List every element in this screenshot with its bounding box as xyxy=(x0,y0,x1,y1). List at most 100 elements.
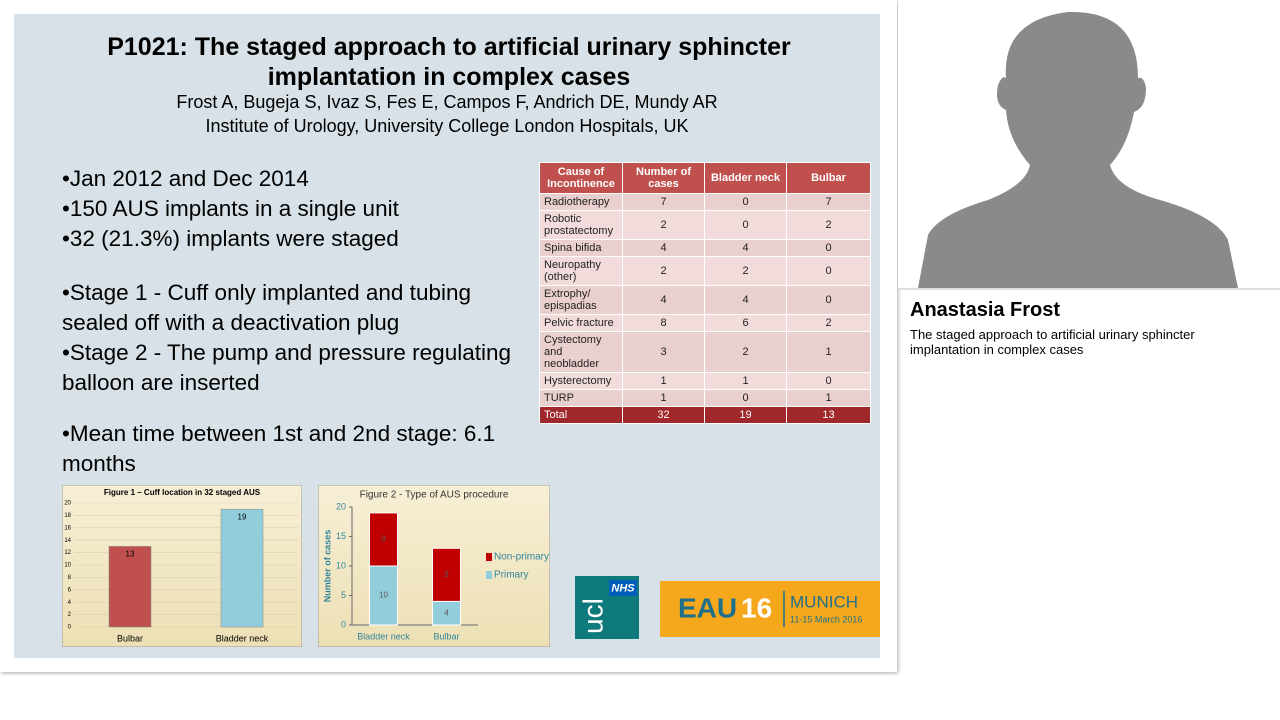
logo-dates: 11-15 March 2016 xyxy=(790,614,862,624)
table-cell: TURP xyxy=(539,389,623,407)
table-row: Hysterectomy 1 1 0 xyxy=(539,372,871,390)
legend-label: Primary xyxy=(494,570,528,581)
bar-segment xyxy=(432,547,461,602)
data-label: 19 xyxy=(238,512,247,521)
table-cell: 0 xyxy=(704,389,787,407)
bar xyxy=(220,508,264,628)
y-tick-label: 0 xyxy=(341,619,346,629)
legend-swatch xyxy=(486,571,492,579)
table-row: Spina bifida 4 4 0 xyxy=(539,239,871,257)
table-cell: 1 xyxy=(622,372,705,390)
logo-city: MUNICH xyxy=(790,592,858,611)
table-cell: 1 xyxy=(786,389,871,407)
talk-title: The staged approach to artificial urinar… xyxy=(910,327,1195,357)
table-cell: 4 xyxy=(622,239,705,257)
table-cell: 2 xyxy=(786,314,871,332)
y-tick-label: 4 xyxy=(68,600,72,606)
logo-text: EAU xyxy=(678,592,737,623)
bullet: Jan 2012 and Dec 2014 xyxy=(62,164,532,194)
y-tick-label: 0 xyxy=(68,625,72,631)
y-tick-label: 6 xyxy=(68,587,72,593)
table-cell: Spina bifida xyxy=(539,239,623,257)
table-row: Cystectomy and neobladder 3 2 1 xyxy=(539,331,871,373)
bullet-group: Jan 2012 and Dec 2014 150 AUS implants i… xyxy=(62,164,532,254)
bullet-group: Mean time between 1st and 2nd stage: 6.1… xyxy=(62,419,532,479)
figure-2: Figure 2 - Type of AUS procedure Number … xyxy=(318,485,550,647)
table-cell: Pelvic fracture xyxy=(539,314,623,332)
bar-segment xyxy=(369,512,398,567)
y-tick-label: 10 xyxy=(336,560,346,570)
table-cell: 2 xyxy=(786,210,871,240)
bullet: Stage 2 - The pump and pressure regulati… xyxy=(62,338,532,398)
x-tick-label: Bladder neck xyxy=(216,633,269,643)
y-tick-label: 2 xyxy=(68,612,72,618)
speaker-name: Anastasia Frost xyxy=(910,299,1061,321)
y-tick-label: 8 xyxy=(68,575,72,581)
figure-title: Figure 2 - Type of AUS procedure xyxy=(360,490,509,501)
figure-background xyxy=(62,485,302,647)
table-cell: 1 xyxy=(786,331,871,373)
legend-swatch xyxy=(486,553,492,561)
bullet: Stage 1 - Cuff only implanted and tubing… xyxy=(62,278,532,338)
data-label: 4 xyxy=(444,608,449,617)
table-cell: 4 xyxy=(704,285,787,315)
table-cell: 0 xyxy=(786,285,871,315)
table-cell: 0 xyxy=(786,239,871,257)
logo-edition: 16 xyxy=(741,592,772,623)
bar-segment xyxy=(369,565,398,626)
table-cell: 2 xyxy=(704,331,787,373)
x-tick-label: Bulbar xyxy=(117,633,143,643)
y-tick-label: 15 xyxy=(336,531,346,541)
table-cell: 32 xyxy=(622,406,705,424)
table-row: Extrophy/ epispadias 4 4 0 xyxy=(539,285,871,315)
figure-title: Figure 1 – Cuff location in 32 staged AU… xyxy=(104,488,261,497)
table-cell: 0 xyxy=(786,372,871,390)
table-cell: 4 xyxy=(622,285,705,315)
table-cell: Hysterectomy xyxy=(539,372,623,390)
table-cell: Cystectomy and neobladder xyxy=(539,331,623,373)
table-cell: 6 xyxy=(704,314,787,332)
table-cell: 2 xyxy=(622,256,705,286)
header-cell: Number of cases xyxy=(622,162,705,194)
bullet: 32 (21.3%) implants were staged xyxy=(62,224,532,254)
table-cell: 13 xyxy=(786,406,871,424)
bullet-group: Stage 1 - Cuff only implanted and tubing… xyxy=(62,278,532,398)
y-tick-label: 5 xyxy=(341,590,346,600)
table-row: Pelvic fracture 8 6 2 xyxy=(539,314,871,332)
table-cell: Radiotherapy xyxy=(539,193,623,211)
data-label: 9 xyxy=(381,535,386,544)
logo-box xyxy=(660,581,880,637)
table-cell: Neuropathy (other) xyxy=(539,256,623,286)
header-cell: Bulbar xyxy=(786,162,871,194)
table-cell: 4 xyxy=(704,239,787,257)
y-tick-label: 20 xyxy=(336,501,346,511)
y-tick-label: 20 xyxy=(64,501,71,507)
table-cell: 2 xyxy=(704,256,787,286)
header-cell: Bladder neck xyxy=(704,162,787,194)
table-row: Radiotherapy 7 0 7 xyxy=(539,193,871,211)
table-cell: 0 xyxy=(704,193,787,211)
table-cell: Total xyxy=(539,406,623,424)
table-cell: Extrophy/ epispadias xyxy=(539,285,623,315)
silhouette xyxy=(918,11,1238,288)
table-cell: 7 xyxy=(622,193,705,211)
y-tick-label: 12 xyxy=(64,550,71,556)
data-label: 10 xyxy=(379,591,388,600)
y-tick-label: 18 xyxy=(64,513,71,519)
bar xyxy=(108,546,152,628)
data-label: 13 xyxy=(126,550,135,559)
table-cell: Robotic prostatectomy xyxy=(539,210,623,240)
table-cell: 19 xyxy=(704,406,787,424)
speaker-avatar xyxy=(898,0,1280,290)
y-tick-label: 16 xyxy=(64,525,71,531)
y-axis-label: Number of cases xyxy=(322,530,332,603)
table-cell: 1 xyxy=(704,372,787,390)
bullet: Mean time between 1st and 2nd stage: 6.1… xyxy=(62,419,532,479)
header-cell: Cause of Incontinence xyxy=(539,162,623,194)
figure-1: Figure 1 – Cuff location in 32 staged AU… xyxy=(62,485,302,647)
legend-label: Non-primary* xyxy=(494,552,550,563)
table-row: TURP 1 0 1 xyxy=(539,389,871,407)
header-row: Cause of Incontinence Number of cases Blad… xyxy=(539,162,871,194)
table-cell: 7 xyxy=(786,193,871,211)
